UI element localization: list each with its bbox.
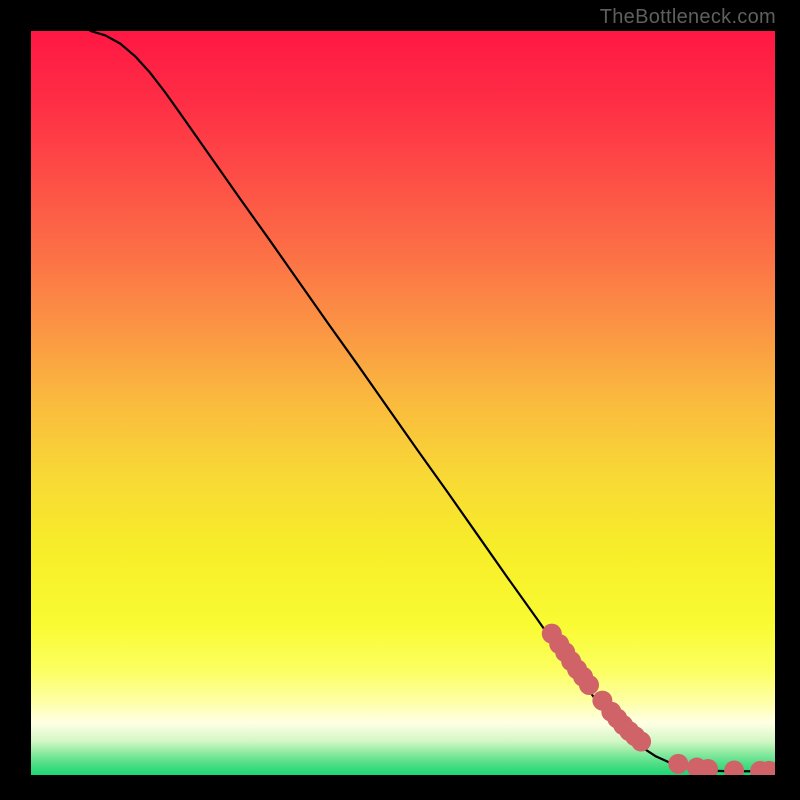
gradient-background: [31, 31, 775, 775]
chart-svg: [31, 31, 775, 775]
data-marker: [631, 732, 651, 752]
data-marker: [579, 675, 599, 695]
data-marker: [668, 754, 688, 774]
watermark-text: TheBottleneck.com: [600, 6, 776, 29]
chart-frame: TheBottleneck.com: [0, 0, 800, 800]
plot-area: [31, 31, 775, 775]
